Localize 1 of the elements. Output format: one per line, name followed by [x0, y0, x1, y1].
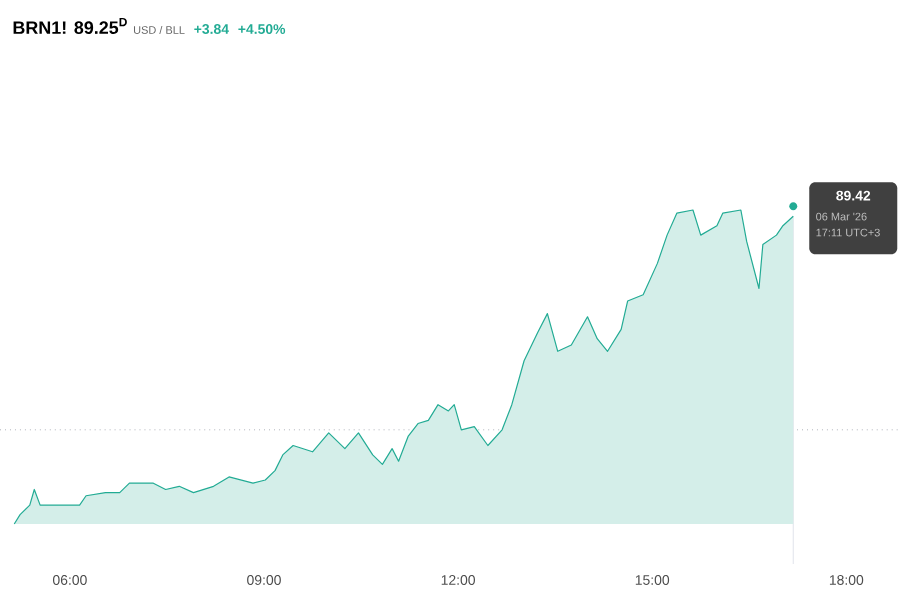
chart-title: BRN1! 89.25$^{D}$: [13, 18, 127, 35]
